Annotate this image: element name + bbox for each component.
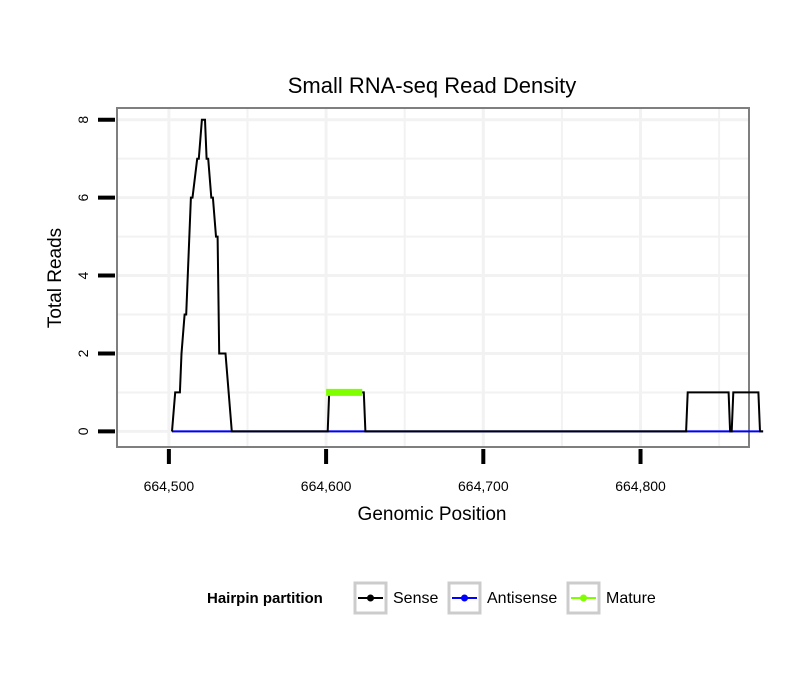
chart-title: Small RNA-seq Read Density <box>288 73 577 98</box>
x-axis-label: Genomic Position <box>358 504 507 525</box>
legend-key-point <box>461 594 468 602</box>
legend-label-mature: Mature <box>606 590 656 607</box>
series-sense-line <box>171 118 764 433</box>
legend-key-point <box>367 594 374 602</box>
series-layer <box>171 118 764 433</box>
legend: Hairpin partition Sense Antisense Mature <box>207 581 656 615</box>
legend-label-antisense: Antisense <box>487 590 557 607</box>
y-tick-label: 6 <box>75 193 91 201</box>
plot-panel <box>116 107 750 448</box>
legend-title: Hairpin partition <box>207 590 323 607</box>
legend-label-sense: Sense <box>393 590 438 607</box>
x-tick-label: 664,500 <box>144 478 195 494</box>
y-tick-label: 4 <box>75 271 91 279</box>
x-tick-label: 664,700 <box>458 478 509 494</box>
x-tick-label: 664,600 <box>301 478 352 494</box>
y-tick-label: 0 <box>75 427 91 435</box>
y-axis-label: Total Reads <box>45 228 66 328</box>
y-tick-label: 2 <box>75 349 91 357</box>
x-tick-label: 664,800 <box>615 478 666 494</box>
y-axis: 0 2 4 6 8 <box>75 116 115 435</box>
y-tick-label: 8 <box>75 116 91 124</box>
x-axis: 664,500 664,600 664,700 664,800 <box>144 449 666 494</box>
legend-key-point <box>580 594 587 602</box>
